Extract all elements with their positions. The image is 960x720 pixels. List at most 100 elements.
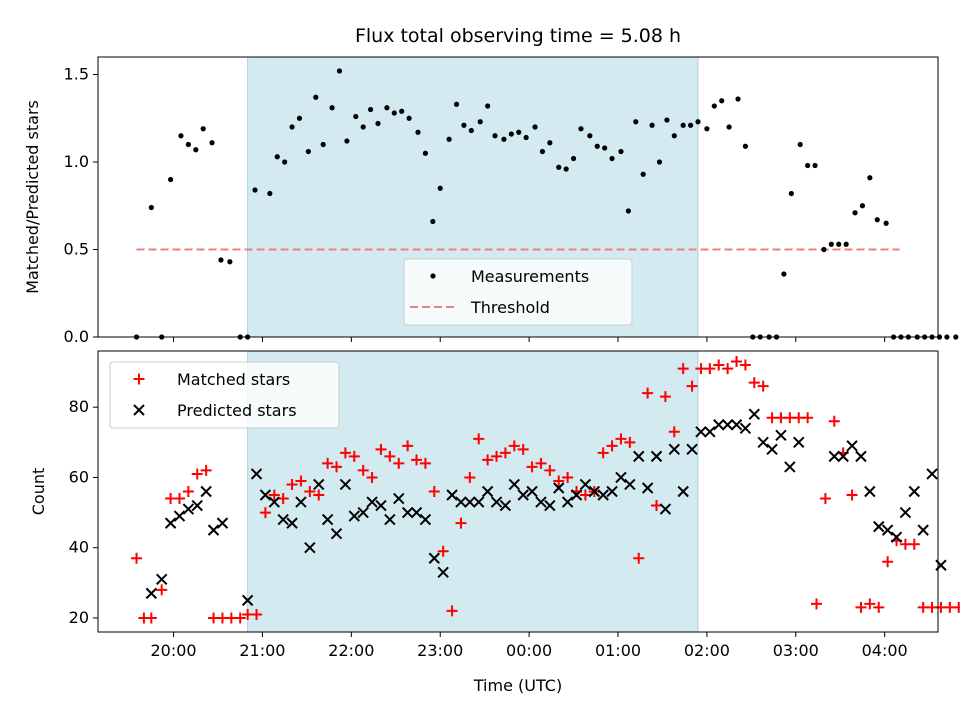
matched-star-point bbox=[731, 356, 743, 368]
top-y-tick-label: 1.5 bbox=[64, 65, 89, 84]
predicted-star-point bbox=[155, 573, 168, 586]
matched-star-point bbox=[633, 552, 645, 564]
top-y-tick-label: 0.0 bbox=[64, 327, 89, 346]
matched-star-point bbox=[268, 489, 280, 501]
matched-star-point bbox=[482, 454, 494, 466]
measurement-point bbox=[430, 218, 436, 225]
matched-star-point bbox=[704, 363, 716, 375]
x-tick-label: 23:00 bbox=[417, 641, 463, 660]
matched-star-point bbox=[544, 464, 556, 476]
predicted-star-point bbox=[579, 478, 592, 491]
matched-star-point bbox=[295, 475, 307, 487]
legend-label-predicted: Predicted stars bbox=[177, 401, 297, 420]
predicted-star-point bbox=[526, 485, 538, 498]
measurement-point bbox=[468, 127, 474, 134]
matched-star-point bbox=[651, 500, 663, 512]
top-legend: Measurements Threshold bbox=[403, 258, 633, 326]
predicted-star-point bbox=[597, 489, 609, 501]
measurement-point bbox=[719, 98, 725, 104]
predicted-star-point bbox=[535, 496, 547, 508]
bottom-y-tick-label: 60 bbox=[69, 467, 89, 486]
predicted-star-point bbox=[393, 492, 405, 505]
measurement-point bbox=[492, 133, 498, 139]
predicted-star-point bbox=[864, 485, 876, 498]
measurement-point bbox=[664, 117, 670, 123]
bottom-y-tick-label: 80 bbox=[69, 397, 89, 416]
measurement-point bbox=[453, 101, 460, 107]
matched-star-point bbox=[748, 377, 760, 389]
predicted-star-point bbox=[499, 499, 512, 512]
x-tick-label: 20:00 bbox=[151, 641, 197, 660]
measurement-point bbox=[874, 217, 880, 223]
predicted-star-point bbox=[375, 499, 387, 512]
predicted-star-point bbox=[855, 450, 867, 463]
predicted-star-point bbox=[437, 566, 449, 578]
measurement-point bbox=[167, 176, 174, 183]
measurement-point bbox=[461, 122, 467, 128]
predicted-star-point bbox=[686, 443, 698, 456]
measurement-point bbox=[735, 96, 741, 102]
measurement-point bbox=[788, 190, 794, 197]
x-tick-label: 02:00 bbox=[684, 641, 730, 660]
predicted-star-point bbox=[766, 443, 778, 456]
bottom-y-tick-label: 40 bbox=[69, 538, 89, 557]
matched-star-point bbox=[873, 601, 885, 613]
predicted-star-point bbox=[173, 510, 186, 522]
predicted-star-point bbox=[286, 517, 298, 529]
measurement-point bbox=[640, 171, 646, 177]
predicted-star-point bbox=[481, 485, 494, 498]
predicted-star-point bbox=[677, 485, 689, 498]
legend-box bbox=[403, 258, 633, 326]
matched-star-point bbox=[375, 443, 387, 455]
measurement-point bbox=[547, 140, 553, 146]
predicted-star-point bbox=[401, 506, 414, 519]
measurement-point bbox=[680, 122, 686, 128]
measurement-point bbox=[812, 162, 818, 169]
predicted-star-point bbox=[588, 485, 601, 498]
predicted-star-point bbox=[207, 524, 220, 536]
matched-star-point bbox=[366, 471, 378, 483]
x-tick-label: 01:00 bbox=[595, 641, 641, 660]
predicted-star-point bbox=[935, 559, 947, 571]
predicted-star-point bbox=[748, 408, 761, 420]
predicted-star-point bbox=[250, 468, 263, 480]
measurement-point bbox=[805, 162, 811, 169]
measurement-point bbox=[867, 175, 873, 181]
measurement-point bbox=[336, 68, 343, 74]
measurement-point bbox=[711, 103, 717, 109]
predicted-star-point bbox=[241, 594, 254, 607]
predicted-star-point bbox=[668, 443, 681, 456]
matched-star-point bbox=[802, 412, 814, 424]
top-axes-frame bbox=[97, 56, 939, 338]
legend-box bbox=[109, 361, 340, 429]
predicted-star-point bbox=[339, 478, 352, 491]
matched-star-point bbox=[251, 608, 263, 620]
x-axis-label: Time (UTC) bbox=[473, 676, 562, 695]
measurement-point bbox=[843, 241, 849, 247]
measurement-point bbox=[148, 204, 154, 211]
matched-star-point bbox=[348, 450, 360, 462]
measurement-point bbox=[227, 259, 233, 265]
predicted-star-point bbox=[544, 499, 556, 512]
measurement-point bbox=[742, 143, 749, 149]
measurement-point bbox=[539, 148, 546, 155]
measurement-point bbox=[704, 126, 710, 132]
matched-star-point bbox=[393, 457, 405, 469]
x-tick-label: 21:00 bbox=[239, 641, 285, 660]
matched-star-point bbox=[156, 584, 168, 596]
bottom-y-axis-label: Count bbox=[29, 468, 48, 516]
x-tick-label: 04:00 bbox=[862, 641, 908, 660]
predicted-star-point bbox=[784, 461, 796, 473]
matched-star-point bbox=[535, 457, 547, 469]
measurement-point bbox=[633, 119, 639, 125]
predicted-star-point bbox=[739, 422, 752, 434]
matched-star-point bbox=[579, 489, 591, 501]
matched-star-point bbox=[659, 391, 671, 403]
predicted-star-point bbox=[793, 436, 805, 449]
measurement-point bbox=[695, 119, 701, 125]
legend-label-threshold: Threshold bbox=[470, 298, 550, 317]
measurement-point bbox=[587, 133, 593, 139]
matched-star-point bbox=[624, 436, 636, 448]
matched-star-point bbox=[855, 601, 867, 613]
predicted-star-point bbox=[164, 517, 177, 529]
